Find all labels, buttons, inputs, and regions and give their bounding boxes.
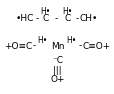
Text: Mn: Mn bbox=[50, 42, 64, 51]
Text: -: - bbox=[33, 42, 36, 51]
Text: -: - bbox=[78, 42, 81, 51]
Text: |||: ||| bbox=[53, 66, 61, 75]
Text: C: C bbox=[42, 14, 48, 23]
Text: ⁻C: ⁻C bbox=[52, 56, 62, 65]
Text: -: - bbox=[35, 14, 38, 23]
Text: +O≡C: +O≡C bbox=[4, 42, 32, 51]
Text: O+: O+ bbox=[50, 75, 64, 84]
Text: C: C bbox=[64, 14, 70, 23]
Text: H•: H• bbox=[62, 7, 72, 16]
Text: -: - bbox=[75, 14, 79, 23]
Text: H•: H• bbox=[66, 36, 76, 45]
Text: •HC: •HC bbox=[16, 14, 34, 23]
Text: CH•: CH• bbox=[79, 14, 97, 23]
Text: C≡O+: C≡O+ bbox=[82, 42, 110, 51]
Text: -: - bbox=[54, 14, 57, 23]
Text: H•: H• bbox=[40, 7, 50, 16]
Text: H•: H• bbox=[37, 36, 47, 45]
